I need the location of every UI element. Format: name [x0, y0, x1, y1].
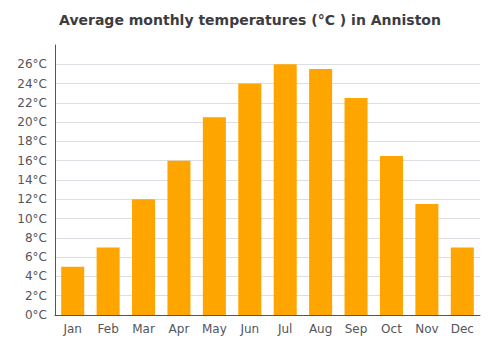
svg-text:12°C: 12°C [17, 192, 47, 206]
svg-text:Sep: Sep [345, 322, 368, 336]
svg-text:Mar: Mar [132, 322, 155, 336]
svg-text:Jan: Jan [62, 322, 82, 336]
svg-text:May: May [202, 322, 227, 336]
svg-text:6°C: 6°C [25, 250, 47, 264]
svg-text:Aug: Aug [309, 322, 332, 336]
svg-text:Jul: Jul [277, 322, 292, 336]
svg-text:14°C: 14°C [17, 173, 47, 187]
svg-text:Feb: Feb [98, 322, 119, 336]
svg-text:10°C: 10°C [17, 212, 47, 226]
svg-text:16°C: 16°C [17, 154, 47, 168]
svg-text:4°C: 4°C [25, 269, 47, 283]
svg-text:26°C: 26°C [17, 57, 47, 71]
svg-text:8°C: 8°C [25, 231, 47, 245]
svg-text:Apr: Apr [169, 322, 190, 336]
svg-text:Jun: Jun [239, 322, 259, 336]
svg-text:24°C: 24°C [17, 77, 47, 91]
svg-text:20°C: 20°C [17, 115, 47, 129]
svg-text:Oct: Oct [381, 322, 402, 336]
svg-text:22°C: 22°C [17, 96, 47, 110]
svg-text:0°C: 0°C [25, 308, 47, 322]
svg-text:Dec: Dec [451, 322, 474, 336]
svg-text:18°C: 18°C [17, 134, 47, 148]
svg-text:2°C: 2°C [25, 289, 47, 303]
svg-text:Average monthly temperatures (: Average monthly temperatures (°C ) in An… [59, 12, 441, 28]
svg-text:Nov: Nov [415, 322, 438, 336]
